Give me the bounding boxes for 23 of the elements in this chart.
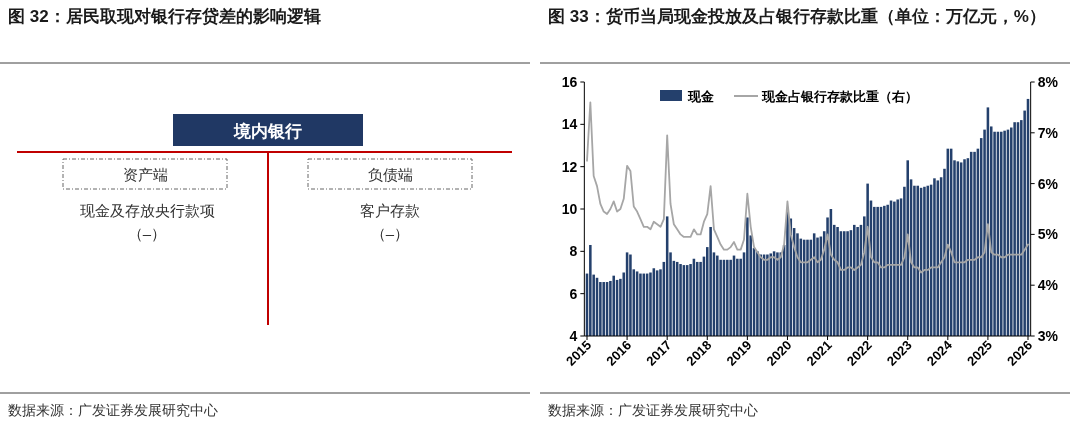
chart-title: 图 33：货币当局现金投放及占银行存款比重（单位：万亿元，%） [548,7,1046,26]
y-tick-label: 4 [569,328,578,344]
text: （–） [370,225,410,242]
text: 客户存款 [360,202,420,219]
legend-label: 现金 [687,89,715,104]
y2-tick-label: 7% [1037,124,1059,141]
y-tick-label: 8 [569,243,578,260]
y-tick-label: 10 [561,201,578,217]
text: （–） [127,225,167,242]
y2-tick-label: 4% [1037,277,1059,294]
y2-tick-label: 3% [1037,328,1059,344]
y2-tick-label: 6% [1037,175,1059,192]
y-tick-label: 14 [561,116,578,133]
text: 现金及存放央行款项 [79,202,215,219]
y2-tick-label: 5% [1037,226,1059,243]
legend-label: 现金占银行存款比重（右） [761,89,918,104]
y2-tick-label: 8% [1037,74,1059,90]
source-note: 数据来源：广发证券发展研究中心 [8,402,218,418]
text: 图 32：居民取现对银行存贷差的影响逻辑 [8,7,321,26]
y-tick-label: 12 [561,158,578,175]
source-note: 数据来源：广发证券发展研究中心 [548,402,758,418]
y-tick-label: 16 [561,74,578,90]
y-tick-label: 6 [569,285,578,302]
